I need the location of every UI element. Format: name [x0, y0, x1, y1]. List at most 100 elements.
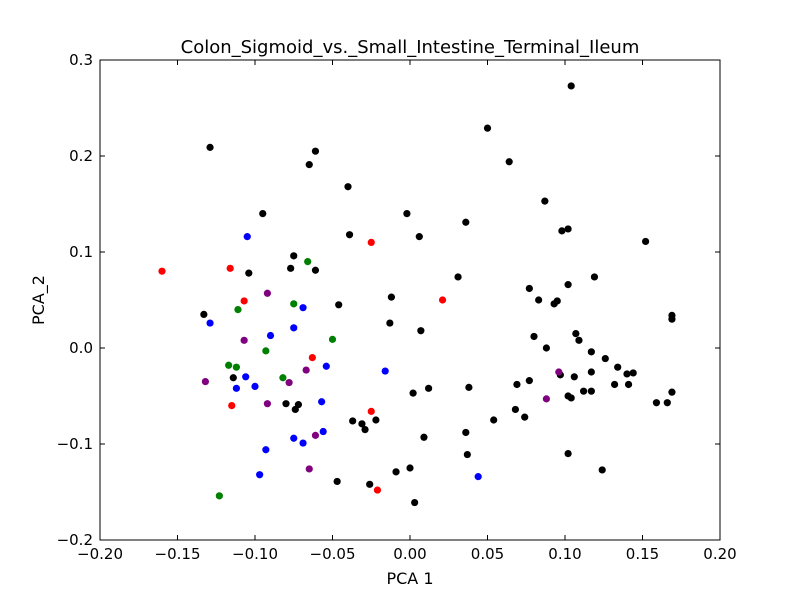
data-point — [158, 267, 166, 275]
data-point — [251, 382, 259, 390]
x-tick-label: 0.20 — [703, 545, 736, 563]
data-point — [381, 367, 389, 375]
data-point — [262, 446, 270, 454]
series-1 — [158, 238, 447, 494]
data-point — [425, 384, 433, 392]
data-point — [570, 373, 578, 381]
data-point — [206, 143, 214, 151]
data-point — [387, 293, 395, 301]
data-point — [505, 158, 513, 166]
data-point — [302, 366, 310, 374]
data-point — [564, 450, 572, 458]
x-tick-label: −0.10 — [232, 545, 278, 563]
data-point — [282, 400, 290, 408]
data-point — [567, 394, 575, 402]
x-tick-label: 0.05 — [471, 545, 504, 563]
data-point — [411, 498, 419, 507]
y-tick-label: 0.1 — [69, 243, 93, 261]
data-point — [308, 354, 316, 362]
data-point — [555, 368, 563, 376]
data-point — [311, 147, 320, 155]
data-point — [623, 370, 631, 378]
data-point — [232, 363, 240, 371]
data-point — [234, 306, 242, 314]
y-tick-label: −0.1 — [57, 435, 93, 453]
chart-title: Colon_Sigmoid_vs._Small_Intestine_Termin… — [181, 37, 640, 58]
x-tick-label: 0.15 — [626, 545, 659, 563]
data-point — [322, 362, 330, 370]
data-point — [335, 301, 343, 309]
data-point — [367, 407, 375, 415]
data-point — [240, 297, 248, 305]
data-point — [663, 399, 671, 407]
data-point — [564, 225, 572, 233]
data-point — [465, 383, 473, 391]
data-point — [474, 473, 482, 481]
x-tick-label: −0.05 — [310, 545, 356, 563]
data-point — [587, 387, 595, 395]
data-point — [611, 380, 619, 389]
data-point — [601, 354, 609, 363]
data-point — [403, 210, 411, 218]
data-point — [564, 281, 572, 289]
data-point — [266, 331, 275, 340]
data-point — [225, 361, 233, 369]
data-point — [542, 395, 551, 403]
data-point — [304, 258, 312, 266]
data-point — [580, 387, 588, 395]
ticks-layer: −0.20 −0.15 −0.10 −0.05 0.00 0.05 0.10 0.15 0.20… — [57, 51, 737, 563]
data-point — [366, 480, 374, 488]
data-point — [328, 335, 337, 343]
data-point — [367, 238, 375, 246]
data-point — [420, 433, 428, 441]
data-point — [215, 492, 223, 500]
data-point — [438, 296, 447, 304]
data-point — [299, 304, 307, 312]
data-point — [530, 332, 538, 341]
data-point — [553, 297, 561, 305]
x-axis-title: PCA 1 — [386, 569, 433, 588]
data-point — [200, 310, 208, 318]
data-point — [614, 363, 622, 371]
data-point — [361, 426, 369, 434]
data-point — [525, 377, 533, 385]
data-point — [567, 82, 575, 90]
data-point — [587, 348, 595, 356]
data-point — [652, 399, 661, 407]
data-point — [462, 428, 470, 437]
data-point — [279, 374, 287, 382]
data-point — [263, 289, 271, 297]
series-4 — [201, 289, 563, 473]
data-point — [305, 161, 313, 169]
data-point — [590, 273, 599, 281]
data-point — [318, 398, 326, 406]
data-point — [344, 183, 352, 191]
data-point — [454, 273, 462, 281]
points-layer — [158, 82, 676, 507]
data-point — [240, 336, 248, 344]
y-tick-label: 0.3 — [69, 51, 93, 69]
data-point — [290, 324, 298, 332]
data-point — [511, 405, 519, 414]
data-point — [311, 431, 320, 439]
data-point — [311, 266, 320, 274]
data-point — [358, 420, 366, 428]
data-point — [305, 465, 313, 473]
data-point — [333, 477, 341, 486]
data-point — [287, 264, 295, 272]
data-point — [462, 218, 470, 226]
data-point — [406, 464, 414, 472]
data-point — [290, 300, 298, 308]
series-3 — [215, 258, 337, 500]
x-tick-label: 0.10 — [548, 545, 581, 563]
data-point — [392, 468, 400, 476]
data-point — [319, 427, 327, 436]
data-point — [575, 336, 583, 344]
data-point — [490, 416, 498, 424]
data-point — [629, 369, 637, 377]
data-point — [624, 380, 633, 389]
data-point — [229, 374, 237, 382]
data-point — [290, 252, 298, 260]
data-point — [541, 197, 549, 205]
